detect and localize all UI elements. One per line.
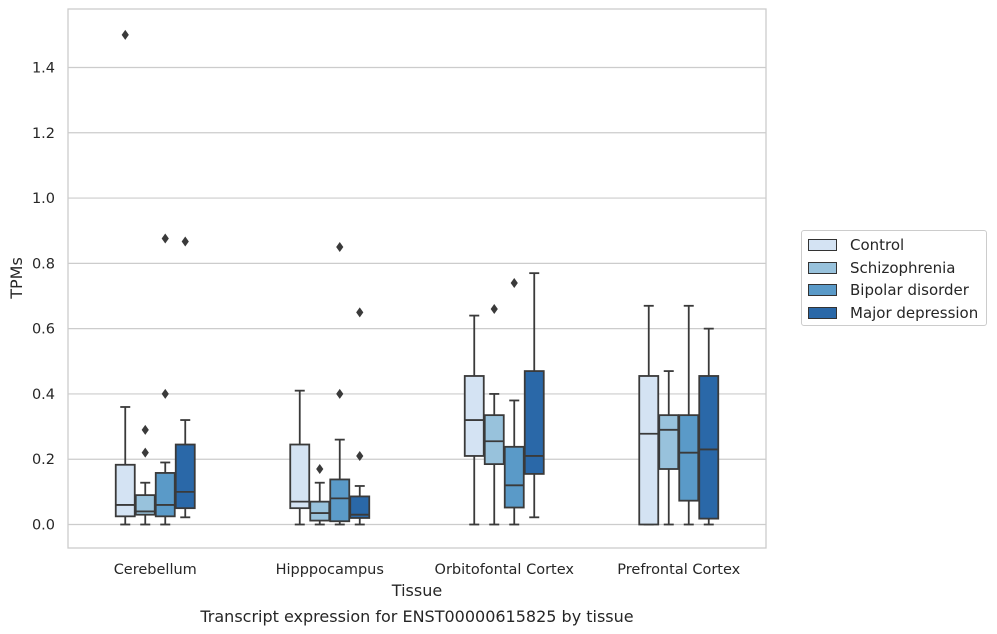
y-tick-label-7: 1.4	[32, 61, 55, 77]
x-tick-label-2: Orbitofontal Cortex	[435, 562, 575, 578]
x-tick-label-1: Hipppocampus	[276, 562, 384, 578]
legend-item-major-depression: Major depression	[808, 303, 978, 323]
outlier-point-0	[490, 304, 498, 315]
outlier-point-1	[336, 242, 344, 253]
y-tick-label-4: 0.8	[32, 256, 55, 272]
chart-caption: Transcript expression for ENST0000061582…	[199, 607, 633, 626]
legend: Control Schizophrenia Bipolar disorder M…	[801, 230, 987, 326]
box-iqr	[134, 494, 156, 516]
box-schizophrenia-3	[658, 370, 680, 526]
legend-swatch-major-depression	[808, 307, 837, 319]
legend-label-control: Control	[850, 236, 905, 254]
y-tick-label-5: 1.0	[32, 191, 55, 207]
box-control-3	[638, 304, 660, 526]
box-iqr	[638, 375, 660, 526]
legend-label-major-depression: Major depression	[850, 304, 979, 322]
legend-swatch-schizophrenia	[808, 262, 837, 274]
outlier-point-0	[181, 236, 189, 247]
legend-swatch-bipolar-disorder	[808, 284, 837, 296]
box-major-depression-3	[698, 327, 720, 526]
box-control-1	[289, 389, 311, 526]
x-tick-label-3: Prefrontal Cortex	[617, 562, 740, 578]
y-tick-label-3: 0.6	[32, 322, 55, 338]
legend-item-schizophrenia: Schizophrenia	[808, 258, 955, 278]
box-iqr	[523, 370, 545, 475]
box-iqr	[698, 375, 720, 520]
outlier-point-1	[161, 233, 169, 244]
box-iqr	[174, 443, 196, 510]
box-major-depression-1	[349, 307, 371, 526]
boxes-layer	[114, 29, 720, 526]
box-iqr	[289, 443, 311, 510]
legend-item-bipolar-disorder: Bipolar disorder	[808, 280, 969, 300]
y-tick-label-1: 0.2	[32, 452, 55, 468]
box-iqr	[678, 414, 700, 502]
legend-item-control: Control	[808, 235, 904, 255]
x-axis-label: Tissue	[391, 581, 442, 600]
box-bipolar-disorder-3	[678, 304, 700, 526]
box-schizophrenia-1	[309, 464, 331, 526]
outlier-point-0	[161, 388, 169, 399]
legend-label-schizophrenia: Schizophrenia	[850, 259, 956, 277]
outlier-point-0	[356, 450, 364, 461]
box-major-depression-0	[174, 236, 196, 519]
box-schizophrenia-0	[134, 424, 156, 526]
x-tick-label-0: Cerebellum	[114, 562, 197, 578]
box-iqr	[154, 472, 176, 518]
y-tick-label-6: 1.2	[32, 126, 55, 142]
y-tick-label-2: 0.4	[32, 387, 55, 403]
box-bipolar-disorder-1	[329, 242, 351, 526]
box-iqr	[349, 495, 371, 519]
box-iqr	[483, 414, 505, 466]
box-control-0	[114, 29, 136, 526]
box-iqr	[329, 478, 351, 523]
box-iqr	[114, 463, 136, 518]
plot-area-frame	[67, 8, 767, 549]
legend-label-bipolar-disorder: Bipolar disorder	[850, 281, 969, 299]
box-iqr	[463, 375, 485, 457]
y-axis-label: TPMs	[7, 257, 26, 300]
box-major-depression-2	[523, 272, 545, 519]
box-bipolar-disorder-2	[503, 277, 525, 526]
y-tick-labels: 0.0 0.2 0.4 0.6 0.8 1.0 1.2 1.4	[32, 61, 55, 534]
box-schizophrenia-2	[483, 304, 505, 526]
outlier-point-1	[141, 424, 149, 435]
box-bipolar-disorder-0	[154, 233, 176, 526]
outlier-point-0	[510, 277, 518, 288]
outlier-point-0	[141, 447, 149, 458]
outlier-point-1	[356, 307, 364, 318]
y-tick-label-0: 0.0	[32, 518, 55, 534]
outlier-point-0	[336, 388, 344, 399]
box-iqr	[309, 500, 331, 522]
legend-swatch-control	[808, 239, 837, 251]
outlier-point-0	[316, 464, 324, 475]
outlier-point-0	[121, 29, 129, 40]
x-tick-labels: Cerebellum Hipppocampus Orbitofontal Corte…	[114, 562, 741, 578]
box-iqr	[503, 445, 525, 509]
box-control-2	[463, 314, 485, 526]
box-iqr	[658, 414, 680, 470]
